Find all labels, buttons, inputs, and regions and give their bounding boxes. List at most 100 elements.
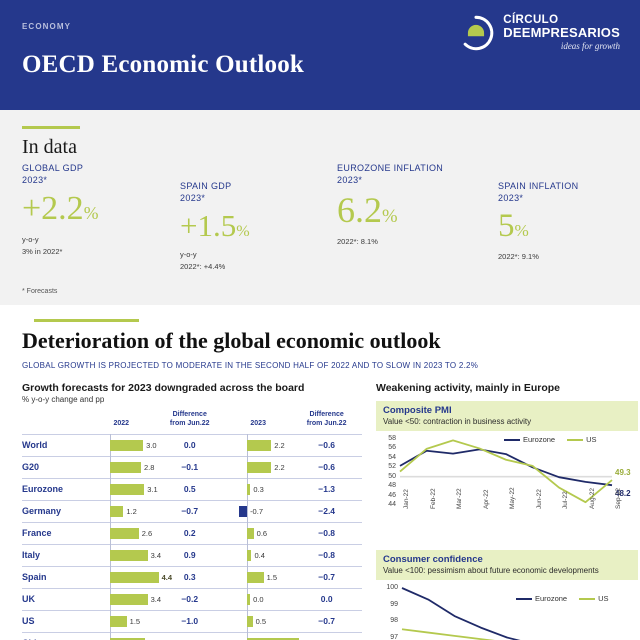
forecast-panel: Growth forecasts for 2023 downgraded acr… (22, 382, 362, 640)
x-axis-tick: Aug-22 (588, 488, 596, 509)
bar-cell: 2.2 (225, 433, 291, 457)
consumer-confidence-title: Consumer confidence (383, 554, 483, 565)
main-content: Deterioration of the global economic out… (0, 305, 640, 640)
series-line (401, 628, 495, 640)
consumer-confidence-subtitle: Value <100: pessimism about future econo… (383, 566, 599, 575)
value-bar (247, 615, 253, 627)
chart-svg (399, 439, 613, 504)
series-line (401, 587, 521, 640)
value-bar (247, 527, 254, 539)
kpi-eurozone-inflation: EUROZONE INFLATION 2023* 6.2% 2022*: 8.1… (337, 162, 443, 248)
table-row: US 1.5 −1.0 0.5 −0.7 (22, 609, 362, 633)
kpi-note: 2022*: 8.1% (337, 237, 378, 247)
col-diff-2022: Difference from Jun.22 (169, 411, 210, 427)
legend-label: Eurozone (535, 594, 568, 603)
main-headline: Deterioration of the global economic out… (22, 328, 441, 353)
legend-item: Eurozone (504, 435, 555, 444)
bar-cell: 2.8 (88, 455, 155, 479)
bar-value: 3.1 (147, 484, 158, 494)
zero-axis (247, 499, 249, 523)
kpi-label: EUROZONE INFLATION 2023* (337, 163, 444, 186)
row-country: France (22, 528, 52, 538)
x-axis-tick: Jun-22 (535, 489, 543, 509)
y-axis-tick: 100 (386, 584, 398, 591)
table-row: China 3.2−1.2 4.7−0.2 (22, 631, 362, 640)
composite-pmi-plot: Eurozone US 58 56 54 52 50 48 46 44 48.2 49.3 Jan-22… (376, 431, 638, 543)
bar-cell: -0.7 (225, 499, 291, 523)
value-bar (247, 637, 299, 640)
series-line (399, 448, 613, 487)
legend-swatch (504, 438, 520, 441)
page-header: ECONOMY OECD Economic Outlook CÍRCULO DE… (0, 0, 640, 110)
row-diff-2023: −0.8 (318, 550, 336, 560)
bar-value: 2.2 (274, 462, 285, 472)
bar-value: 1.2 (126, 506, 137, 516)
bar-cell: 0.4 (225, 543, 291, 567)
legend-swatch (516, 597, 532, 600)
kpi-note: 2022*: 9.1% (498, 252, 539, 262)
kpi-spain-gdp: SPAIN GDP 2023* +1.5% y-o-y 2022*: +4.4% (180, 180, 250, 272)
y-axis-tick: 99 (390, 600, 398, 608)
row-diff-2022: −0.7 (181, 506, 199, 516)
bar-value: 3.4 (150, 550, 161, 560)
row-diff-2023: −0.7 (318, 616, 336, 626)
kpi-label: GLOBAL GDP 2023* (22, 163, 84, 186)
accent-rule-main (34, 319, 139, 322)
value-bar (110, 571, 159, 583)
bar-value: 1.5 (266, 572, 277, 582)
logo-wordmark: CÍRCULO DEEMPRESARIOS ideas for growth (503, 14, 620, 51)
row-diff-2023: −0.7 (318, 572, 336, 582)
x-axis-tick: May-22 (509, 487, 516, 509)
col-2022: 2022 (113, 419, 130, 427)
row-diff-2022: 0.3 (183, 572, 196, 582)
row-diff-2023: −0.2 (291, 632, 362, 640)
kpi-label: SPAIN INFLATION 2023* (498, 181, 579, 204)
bar-cell: 1.2 (88, 499, 154, 523)
bar-value: 2.8 (143, 462, 155, 472)
table-header-row: 2022 Difference from Jun.22 2023 Differe… (22, 411, 362, 434)
kpi-value: +2.2% (22, 190, 99, 228)
legend-item: US (567, 435, 597, 444)
y-axis-tick: 54 (388, 453, 396, 461)
x-axis-tick: Sep-22 (615, 488, 622, 509)
table-row: Eurozone 3.1 0.5 0.3 −1.3 (22, 477, 362, 501)
value-bar (247, 483, 251, 495)
bar-value: 3.0 (146, 440, 157, 450)
bar-value: 0.4 (254, 550, 265, 560)
row-country: China (22, 632, 88, 640)
table-row: France 2.6 0.2 0.6 −0.8 (22, 521, 362, 545)
kpi-unit: % (514, 221, 529, 241)
y-axis-tick: 58 (388, 435, 396, 442)
x-axis-tick: Apr-22 (482, 489, 490, 509)
activity-panel: Weakening activity, mainly in Europe Com… (376, 382, 638, 640)
bar-value: 0.3 (253, 484, 264, 494)
zero-axis (110, 631, 112, 640)
forecast-panel-subheading: % y-o-y change and pp (22, 395, 105, 404)
value-bar (110, 483, 145, 495)
x-axis-tick: Jul-22 (562, 491, 569, 509)
legend-label: US (586, 435, 597, 444)
y-axis-tick: 50 (388, 472, 396, 480)
row-diff-2023: −0.6 (318, 440, 336, 450)
table-row: Italy 3.4 0.9 0.4 −0.8 (22, 543, 362, 567)
value-bar (110, 461, 141, 473)
row-country: Germany (22, 506, 62, 516)
row-country: US (22, 616, 35, 626)
row-country: UK (22, 594, 35, 604)
value-bar (247, 549, 252, 561)
composite-pmi-subtitle: Value <50: contraction in business activ… (383, 417, 532, 426)
kpi-value: 5% (498, 208, 529, 245)
legend-label: US (598, 594, 609, 603)
value-bar (247, 439, 272, 451)
header-eyebrow: ECONOMY (22, 22, 72, 31)
zero-axis (247, 631, 249, 640)
row-diff-2022: 0.9 (183, 550, 196, 560)
row-diff-2022: 0.5 (183, 484, 196, 494)
bar-cell: 0.0 (225, 587, 291, 611)
bar-value: 0.5 (255, 616, 266, 626)
bar-cell: 2.2 (225, 455, 291, 479)
row-diff-2023: 0.0 (320, 594, 333, 604)
row-country: Eurozone (22, 484, 64, 494)
row-country: G20 (22, 462, 40, 472)
table-row: Spain 4.4 0.3 1.5 −0.7 (22, 565, 362, 589)
